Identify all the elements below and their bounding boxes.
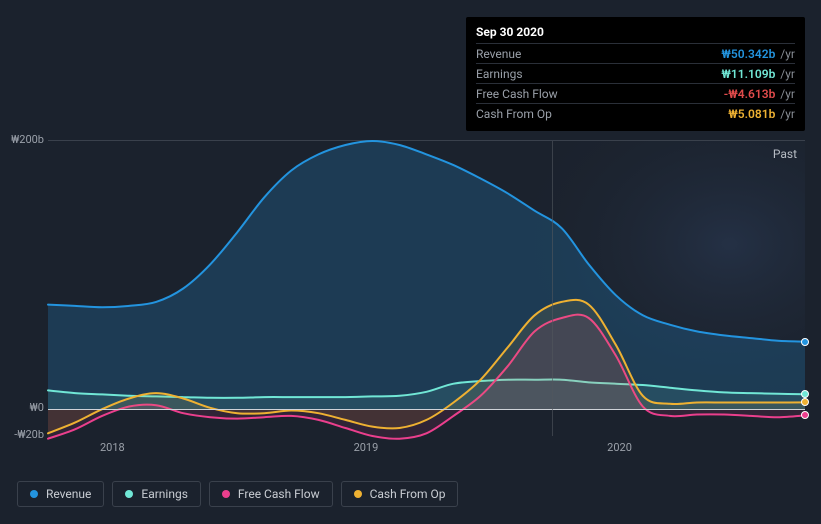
legend-label: Revenue: [46, 487, 91, 501]
hover-vertical-line: [552, 141, 553, 436]
y-axis-label: -₩20b: [4, 428, 44, 441]
legend-dot-icon: [222, 490, 230, 498]
series-end-marker-cfo: [801, 398, 809, 406]
tooltip-value: -₩4.613b: [724, 87, 776, 101]
series-end-marker-revenue: [801, 338, 809, 346]
tooltip-unit: /yr: [777, 47, 795, 61]
zero-gridline: [48, 409, 805, 410]
legend-label: Cash From Op: [370, 487, 446, 501]
tooltip-label: Free Cash Flow: [476, 86, 558, 102]
tooltip-value: ₩50.342b: [721, 47, 775, 61]
tooltip-label: Earnings: [476, 66, 523, 82]
tooltip-label: Revenue: [476, 46, 521, 62]
y-axis-label: ₩200b: [4, 133, 44, 146]
legend-item-earnings[interactable]: Earnings: [112, 481, 201, 507]
tooltip-row-cfo: Cash From Op ₩5.081b /yr: [476, 103, 795, 123]
past-label: Past: [773, 147, 797, 161]
series-end-marker-fcf: [801, 411, 809, 419]
legend-dot-icon: [30, 490, 38, 498]
x-axis-label: 2020: [607, 441, 632, 454]
legend-item-fcf[interactable]: Free Cash Flow: [209, 481, 333, 507]
tooltip-row-fcf: Free Cash Flow -₩4.613b /yr: [476, 83, 795, 103]
chart-legend: Revenue Earnings Free Cash Flow Cash From O…: [17, 481, 458, 507]
tooltip-unit: /yr: [777, 107, 795, 121]
x-axis-label: 2018: [100, 441, 125, 454]
y-axis-label: ₩0: [4, 401, 44, 414]
chart-tooltip: Sep 30 2020 Revenue ₩50.342b /yr Earnings ₩…: [466, 17, 805, 131]
series-end-marker-earnings: [801, 390, 809, 398]
tooltip-unit: /yr: [777, 67, 795, 81]
legend-label: Free Cash Flow: [238, 487, 320, 501]
tooltip-unit: /yr: [777, 87, 795, 101]
tooltip-row-earnings: Earnings ₩11.109b /yr: [476, 63, 795, 83]
tooltip-date: Sep 30 2020: [476, 25, 795, 43]
legend-label: Earnings: [141, 487, 188, 501]
legend-dot-icon: [354, 490, 362, 498]
chart-svg: [48, 141, 805, 436]
legend-item-cfo[interactable]: Cash From Op: [341, 481, 459, 507]
legend-dot-icon: [125, 490, 133, 498]
tooltip-row-revenue: Revenue ₩50.342b /yr: [476, 43, 795, 63]
tooltip-label: Cash From Op: [476, 106, 552, 122]
x-axis-label: 2019: [354, 441, 379, 454]
chart-plot-area[interactable]: Past: [48, 140, 805, 435]
tooltip-value: ₩5.081b: [728, 107, 775, 121]
legend-item-revenue[interactable]: Revenue: [17, 481, 104, 507]
tooltip-value: ₩11.109b: [721, 67, 775, 81]
chart-container: Sep 30 2020 Revenue ₩50.342b /yr Earnings ₩…: [0, 0, 821, 524]
